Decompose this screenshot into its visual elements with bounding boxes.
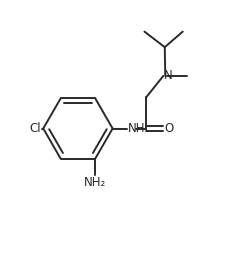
Text: NH: NH: [128, 122, 146, 135]
Text: Cl: Cl: [29, 122, 41, 135]
Text: N: N: [164, 69, 173, 82]
Text: O: O: [164, 122, 173, 135]
Text: NH₂: NH₂: [84, 177, 106, 189]
